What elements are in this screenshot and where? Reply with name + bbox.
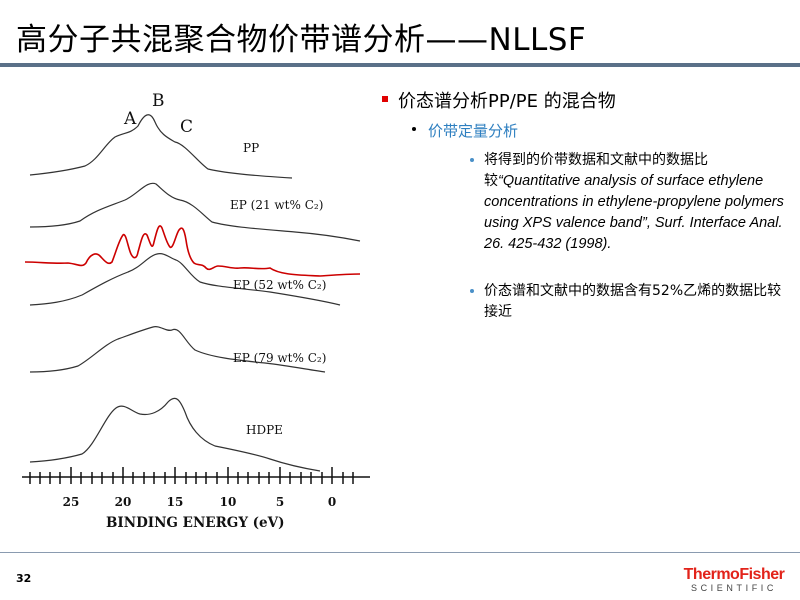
curve-label-ep52: EP (52 wt% C₂) (233, 278, 326, 292)
slide-title: 高分子共混聚合物价带谱分析——NLLSF (16, 22, 587, 58)
curve-label-hdpe: HDPE (246, 423, 283, 437)
curve-label-pp: PP (243, 141, 259, 155)
bullet1-text: 价态谱分析PP/PE 的混合物 (398, 91, 616, 112)
logo-wordmark: ThermoFisher (683, 566, 785, 583)
logo-subtitle: SCIENTIFIC (690, 583, 777, 593)
binding-energy-axis (22, 467, 370, 484)
item1-prefix: 将得到的价带数据和文献中的数据比较 (484, 152, 708, 189)
footer-divider (0, 552, 800, 553)
dot-bullet-icon (470, 289, 474, 293)
peak-label-c: C (180, 117, 193, 137)
tick-label-25: 25 (63, 495, 80, 509)
thermo-fisher-logo: ThermoFisher SCIENTIFIC (680, 566, 788, 594)
ep52-curve (29, 253, 341, 306)
bullet-level3-item2: 价态谱和文献中的数据含有52%乙烯的数据比较接近 (470, 281, 794, 323)
sub1-text: 价带定量分析 (428, 122, 519, 140)
ep21-curve (29, 182, 361, 242)
ep52-sample-curve (24, 225, 361, 277)
curve-label-ep21: EP (21 wt% C₂) (230, 198, 323, 212)
tick-label-20: 20 (115, 495, 132, 509)
dot-bullet-icon (412, 127, 416, 131)
bullet-content: 价态谱分析PP/PE 的混合物 价带定量分析 将得到的价带数据和文献中的数据比较… (382, 90, 794, 323)
tick-label-15: 15 (167, 495, 184, 509)
item1-reference: “Quantitative analysis of surface ethyle… (484, 173, 784, 252)
item2-text: 价态谱和文献中的数据含有52%乙烯的数据比较接近 (484, 283, 782, 320)
x-axis-title: BINDING ENERGY (eV) (106, 515, 285, 531)
hdpe-curve (29, 397, 321, 472)
bullet-level1: 价态谱分析PP/PE 的混合物 (382, 90, 794, 114)
title-divider (0, 63, 800, 67)
dot-bullet-icon (470, 158, 474, 162)
page-number: 32 (16, 572, 32, 585)
ep79-curve (29, 326, 326, 373)
square-bullet-icon (382, 96, 388, 102)
peak-label-b: B (152, 91, 165, 111)
curve-label-ep79: EP (79 wt% C₂) (233, 351, 326, 365)
pp-curve (29, 114, 293, 179)
tick-label-5: 5 (276, 495, 284, 509)
bullet-level3-item1: 将得到的价带数据和文献中的数据比较“Quantitative analysis … (470, 150, 794, 255)
tick-label-0: 0 (328, 495, 336, 509)
valence-band-figure: A B C PP EP (21 wt% C₂) EP (52 wt% C₂) E… (20, 82, 370, 537)
peak-label-a: A (123, 109, 137, 129)
tick-label-10: 10 (220, 495, 237, 509)
bullet-level2: 价带定量分析 (412, 120, 794, 141)
